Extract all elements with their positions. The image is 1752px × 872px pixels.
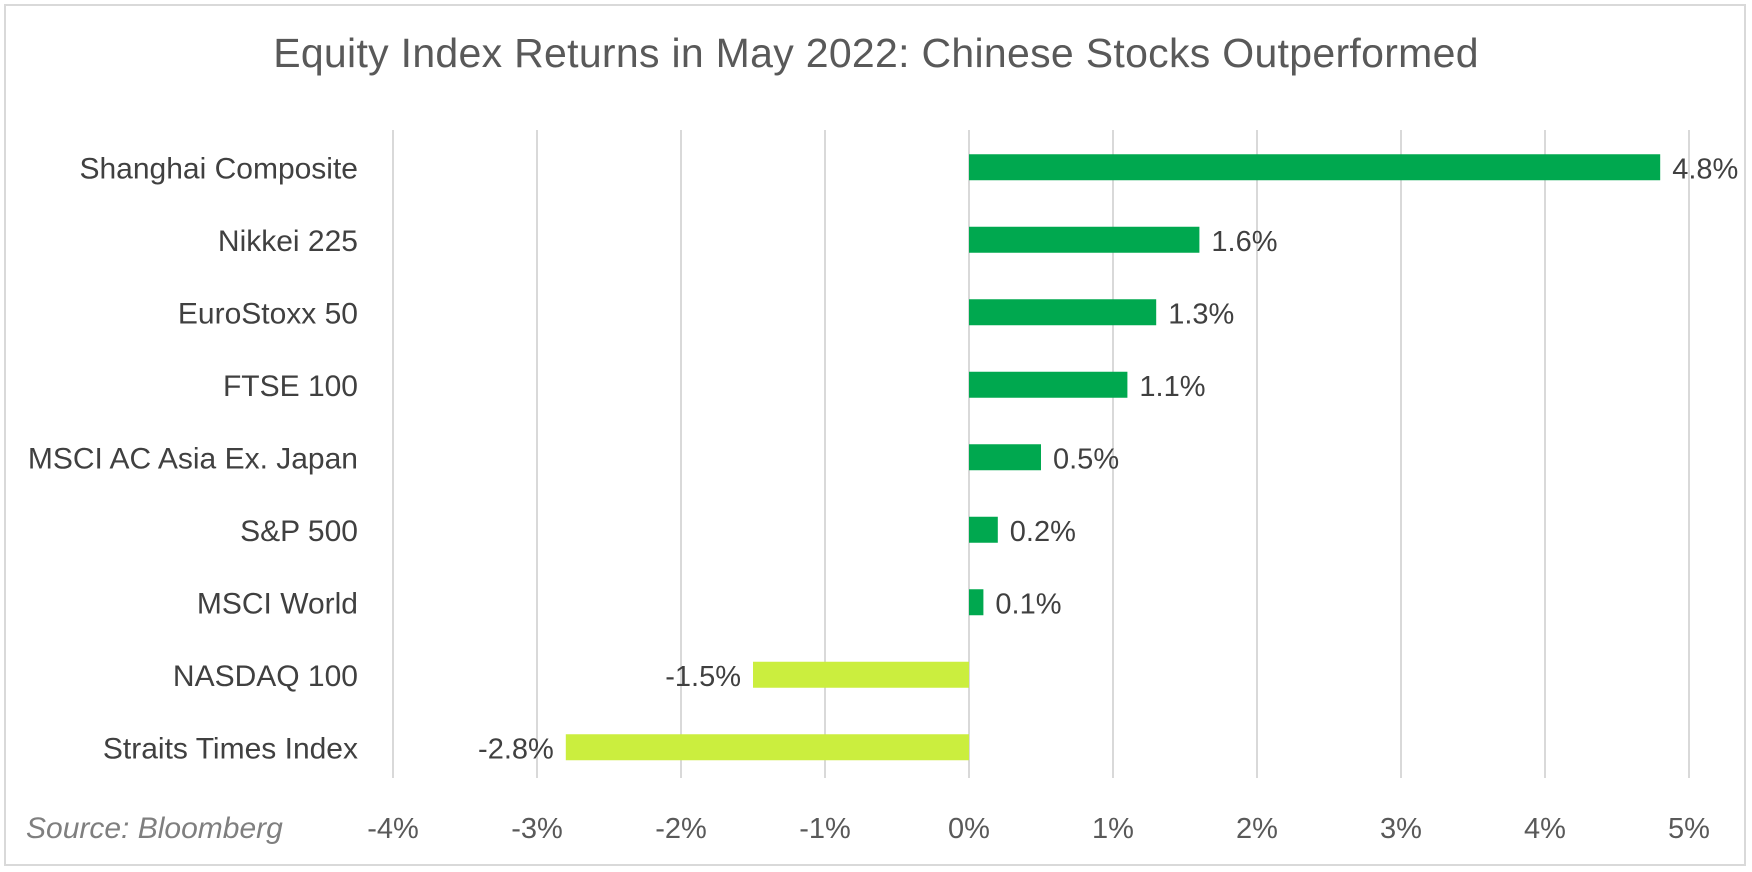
bar — [565, 734, 969, 761]
category-label: Straits Times Index — [103, 732, 358, 765]
bar — [753, 661, 969, 688]
x-tick-label: 1% — [1092, 813, 1134, 845]
x-tick-label: 5% — [1668, 813, 1710, 845]
category-label: EuroStoxx 50 — [178, 297, 358, 330]
data-label: 0.5% — [1053, 443, 1119, 475]
bar — [969, 371, 1128, 398]
data-label: 0.1% — [995, 588, 1061, 620]
data-label: 1.1% — [1139, 371, 1205, 403]
x-tick-label: -4% — [367, 813, 419, 845]
data-label: -1.5% — [665, 661, 741, 693]
data-label: 1.6% — [1211, 226, 1277, 258]
category-label: Nikkei 225 — [218, 225, 358, 258]
bar — [969, 589, 984, 616]
x-tick-label: 4% — [1524, 813, 1566, 845]
data-label: 4.8% — [1672, 153, 1738, 185]
chart-title: Equity Index Returns in May 2022: Chines… — [273, 30, 1479, 76]
x-tick-label: 2% — [1236, 813, 1278, 845]
category-label: NASDAQ 100 — [173, 660, 358, 693]
x-tick-label: -3% — [511, 813, 563, 845]
category-label: Shanghai Composite — [79, 152, 358, 185]
bar — [969, 226, 1200, 253]
category-label: FTSE 100 — [223, 370, 358, 403]
x-tick-label: -2% — [655, 813, 707, 845]
category-label: MSCI AC Asia Ex. Japan — [28, 442, 358, 475]
x-tick-label: -1% — [799, 813, 851, 845]
chart-frame — [4, 4, 1746, 866]
data-label: 1.3% — [1168, 298, 1234, 330]
bar — [969, 516, 998, 543]
data-label: 0.2% — [1010, 516, 1076, 548]
category-label: MSCI World — [197, 587, 358, 620]
bar — [969, 444, 1041, 471]
x-tick-label: 3% — [1380, 813, 1422, 845]
bar — [969, 299, 1157, 326]
bar — [969, 154, 1661, 181]
category-label: S&P 500 — [240, 515, 358, 548]
source-note: Source: Bloomberg — [26, 812, 283, 845]
x-tick-label: 0% — [948, 813, 990, 845]
data-label: -2.8% — [478, 733, 554, 765]
